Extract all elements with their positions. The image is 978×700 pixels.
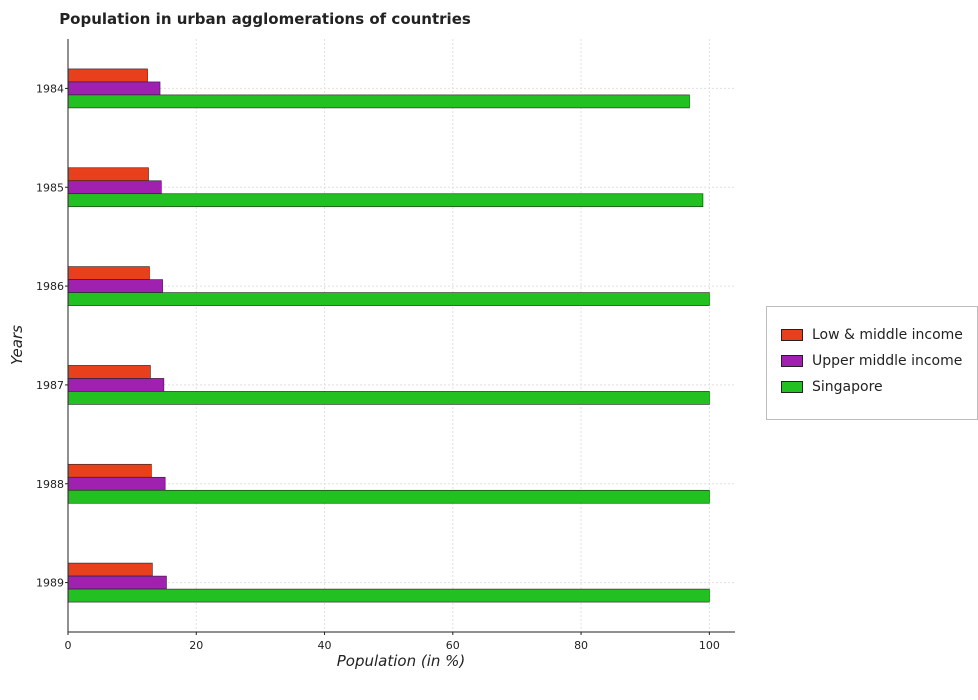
bar [67,489,710,504]
bar [67,81,161,96]
bar [67,292,710,306]
bar [67,476,166,491]
bar [67,193,704,208]
legend-item-upper-middle-income: Upper middle income [781,353,962,369]
legend-item-low-middle-income: Low & middle income [781,327,963,343]
bar [67,365,151,379]
x-tick-label: 80 [574,639,588,652]
x-tick-label: 40 [318,639,332,652]
bar [67,94,690,109]
x-axis-label: Population (in %) [337,652,466,670]
legend-label: Singapore [812,379,883,395]
bar [67,167,149,182]
y-tick-label: 1984 [36,82,64,95]
legend: Low & middle income Upper middle income … [766,306,978,420]
y-tick-label: 1989 [36,577,64,590]
y-tick-label: 1988 [36,478,64,491]
y-tick-label: 1985 [36,181,64,194]
x-tick-label: 0 [65,639,72,652]
bar [67,279,163,293]
bar [67,391,710,405]
legend-swatch [781,329,803,341]
legend-label: Upper middle income [812,353,963,369]
x-tick-label: 100 [699,639,720,652]
x-tick-label: 20 [189,639,203,652]
bar [67,562,153,577]
bar [67,180,162,195]
plot-area: 1984 1985 1986 1987 1988 1989 0 20 40 60 80 100 [36,39,735,652]
chart-title: Population in urban agglomerations of co… [59,10,471,28]
legend-label: Low & middle income [812,327,963,343]
bar [67,588,710,603]
bar [67,68,148,83]
legend-item-singapore: Singapore [781,379,883,395]
bar [67,463,152,478]
y-axis-label: Years [8,325,26,365]
legend-swatch [781,381,803,393]
y-tick-label: 1987 [36,379,64,392]
bar [67,575,167,590]
legend-swatch [781,355,803,367]
bar [67,266,150,280]
y-tick-label: 1986 [36,280,64,293]
bar [67,378,165,392]
x-tick-label: 60 [446,639,460,652]
